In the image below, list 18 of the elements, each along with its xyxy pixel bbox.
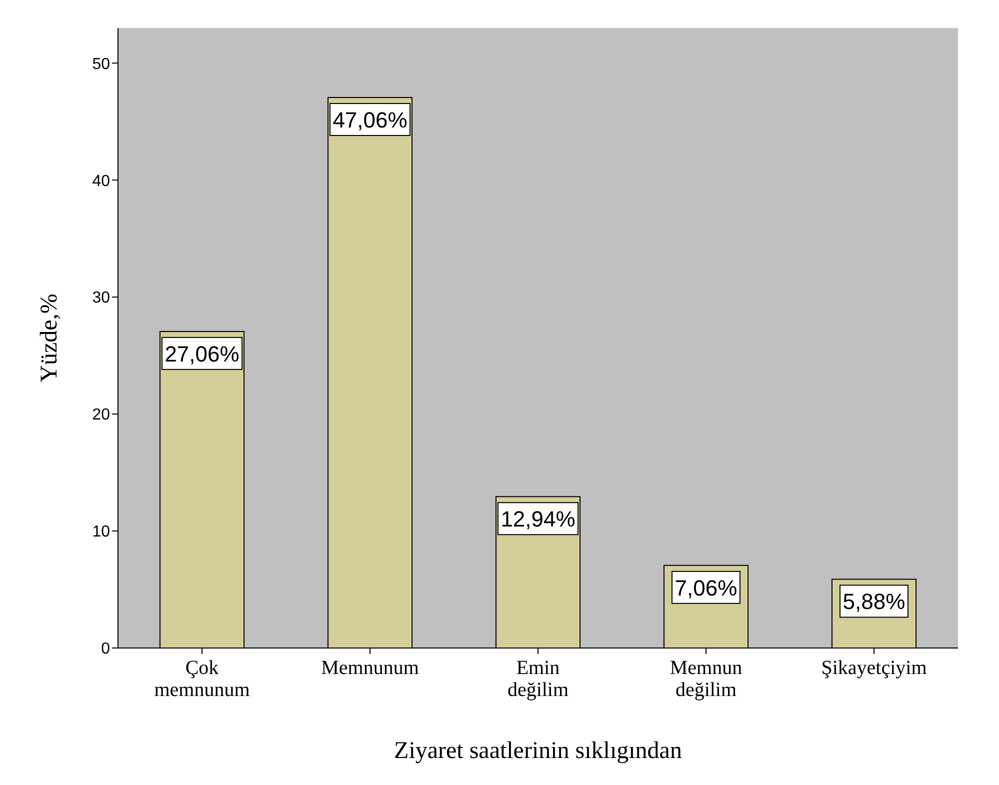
x-tick-label: Çok memnunum [154,657,250,701]
y-tick-label: 40 [92,172,110,190]
data-label: 5,88% [842,589,906,614]
y-axis-title: Yüzde,% [36,294,63,382]
y-tick-label: 10 [92,524,110,541]
data-label: 27,06% [164,341,240,366]
x-tick-label: Memnun değilim [670,657,742,701]
x-tick-label: Emin değilim [507,657,569,701]
y-tick-label: 0 [101,640,110,658]
data-label: 47,06% [332,107,408,132]
x-tick-label: Memnunum [321,657,420,679]
x-tick-label: Şikayetçiyim [821,657,928,679]
data-label: 12,94% [500,506,576,532]
x-axis-title: Ziyaret saatlerinin sıklıgından [394,738,682,764]
y-tick-label: 50 [92,56,110,73]
y-tick-label: 30 [92,290,110,307]
data-label: 7,06% [674,575,738,600]
y-tick-label: 20 [92,406,110,424]
